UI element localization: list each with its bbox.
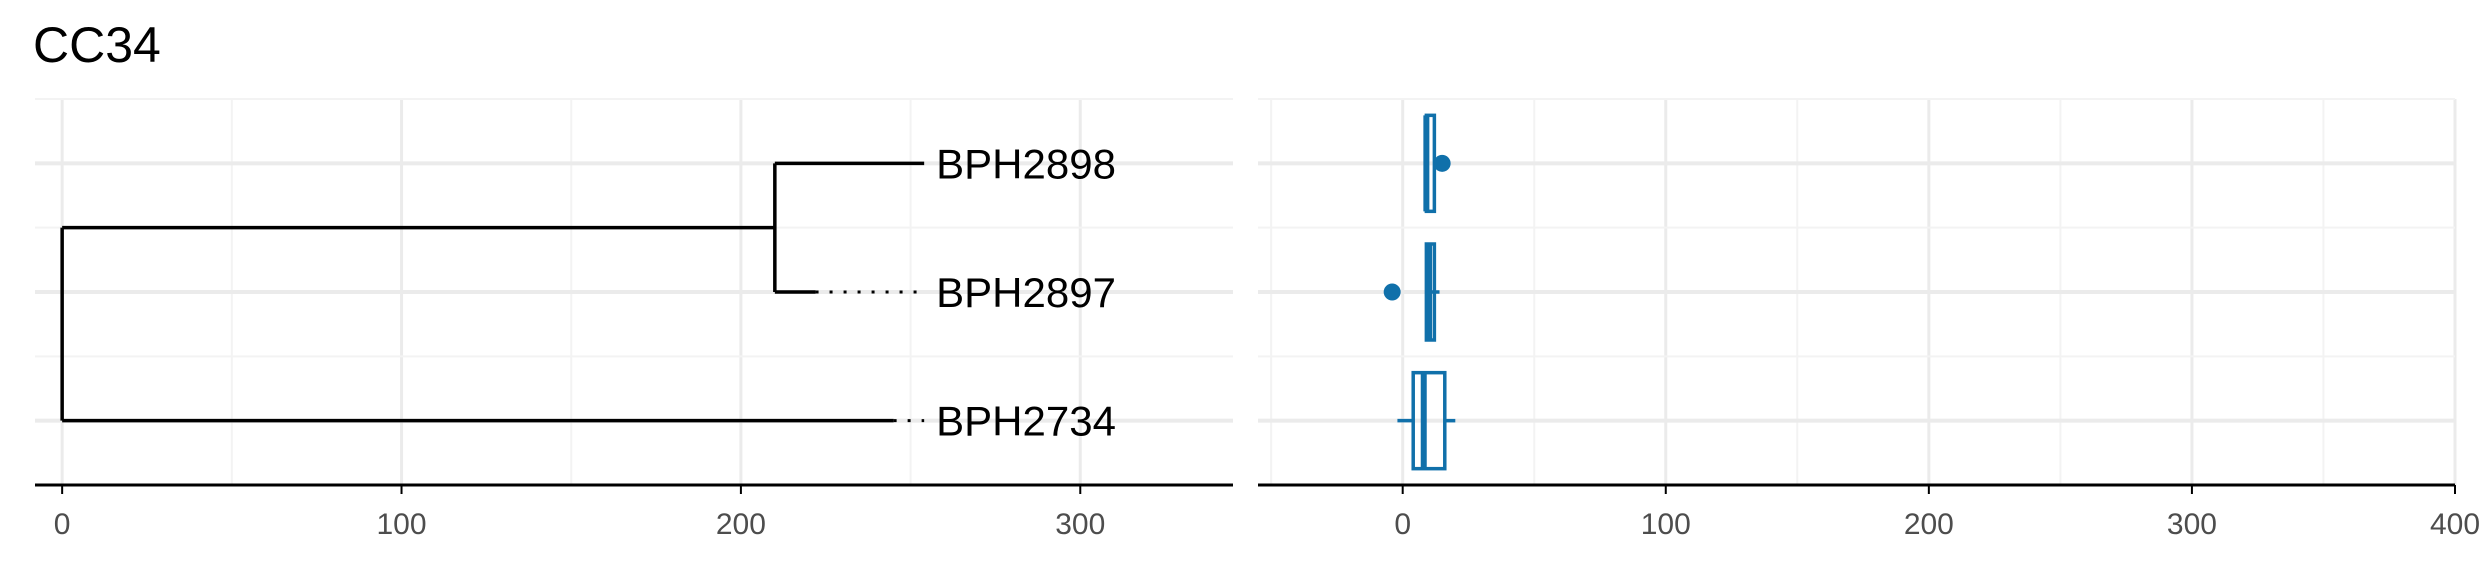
tree-x-tick-label: 0	[54, 508, 71, 541]
tree-x-tick-label: 100	[376, 508, 426, 541]
tree-leaf-label: BPH2898	[936, 140, 1116, 187]
tree-leaf-label: BPH2734	[936, 398, 1116, 445]
chart-title: CC34	[33, 17, 161, 73]
box-outlier-point	[1433, 154, 1451, 172]
box-outlier-point	[1383, 283, 1401, 301]
tree-x-tick-label: 300	[1055, 508, 1105, 541]
tree-x-tick-label: 200	[716, 508, 766, 541]
box-x-tick-label: 200	[1904, 508, 1954, 541]
box-x-tick-label: 400	[2430, 508, 2480, 541]
boxplot-panel: 0 100 200 300 400	[1258, 98, 2480, 541]
box-iqr	[1411, 370, 1447, 471]
box-x-tick-label: 300	[2167, 508, 2217, 541]
tree-panel: 0 100 200 300 BPH2898 BPH2897 BPH2734	[35, 98, 1233, 541]
box-x-tick-label: 100	[1641, 508, 1691, 541]
box-x-tick-label: 0	[1394, 508, 1411, 541]
tree-leaf-label: BPH2897	[936, 269, 1116, 316]
